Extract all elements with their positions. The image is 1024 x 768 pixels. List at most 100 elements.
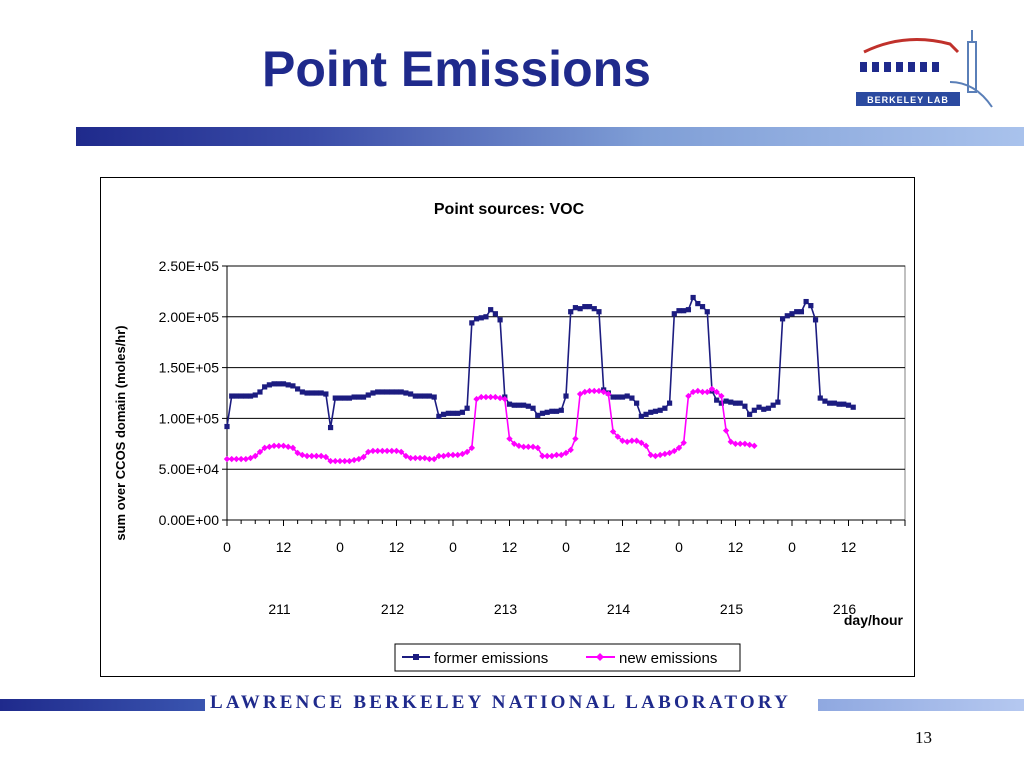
data-point (436, 413, 442, 419)
x-tick-label: 12 (728, 539, 744, 555)
data-point (713, 388, 720, 396)
data-point (379, 389, 385, 395)
data-point (261, 444, 268, 452)
line-chart: Point sources: VOC sum over CCOS domain … (113, 201, 906, 672)
chart-frame: Point sources: VOC sum over CCOS domain … (100, 177, 915, 677)
data-point (488, 307, 494, 313)
data-point (671, 447, 678, 455)
data-point (549, 408, 555, 414)
y-tick-label: 1.50E+05 (159, 360, 220, 376)
data-point (728, 399, 734, 405)
day-label: 211 (268, 601, 291, 617)
data-point (403, 390, 409, 396)
chart-title: Point sources: VOC (434, 201, 585, 218)
x-tick-label: 12 (841, 539, 857, 555)
data-point (327, 457, 334, 465)
data-point (388, 447, 395, 455)
data-point (299, 389, 305, 395)
data-point (789, 311, 795, 317)
data-point (732, 400, 739, 406)
data-point (506, 435, 513, 442)
y-tick-label: 1.00E+05 (159, 410, 220, 426)
data-point (850, 404, 856, 410)
data-point (383, 447, 391, 455)
data-point (708, 385, 716, 393)
series-layer (223, 294, 856, 465)
data-point (355, 455, 363, 463)
data-point (459, 409, 466, 415)
day-label: 215 (720, 601, 744, 617)
data-point (535, 412, 541, 418)
data-point (656, 451, 664, 459)
data-point (685, 307, 692, 313)
data-point (591, 306, 597, 312)
data-point (845, 402, 852, 408)
data-point (784, 313, 790, 319)
data-point (365, 392, 371, 398)
data-point (695, 300, 701, 307)
data-point (398, 448, 405, 456)
data-point (351, 394, 357, 400)
data-point (751, 442, 758, 450)
data-point (417, 393, 423, 399)
data-point (426, 455, 433, 463)
data-point (332, 457, 339, 465)
data-point (369, 447, 377, 455)
data-point (350, 456, 358, 464)
legend-new-label: new emissions (619, 650, 717, 667)
data-point (229, 393, 235, 399)
day-label: 212 (381, 601, 405, 617)
data-point (530, 405, 536, 411)
data-point (337, 395, 343, 401)
data-point (727, 438, 734, 445)
data-point (534, 444, 541, 452)
data-point (634, 400, 640, 406)
data-point (304, 390, 310, 396)
data-point (463, 448, 471, 456)
data-point (459, 450, 466, 458)
berkeley-lab-logo: BERKELEY LAB (856, 30, 993, 108)
data-point (596, 309, 602, 315)
data-point (238, 393, 244, 399)
data-point (586, 304, 593, 310)
data-point (822, 398, 828, 404)
data-point (323, 391, 329, 397)
data-point (794, 309, 800, 315)
data-point (577, 306, 583, 312)
data-point (610, 394, 616, 400)
legend: former emissions new emissions (394, 643, 741, 672)
data-point (497, 317, 503, 323)
data-point (520, 443, 527, 451)
data-point (582, 304, 588, 310)
data-point (233, 455, 240, 463)
data-point (638, 413, 644, 419)
data-point (478, 315, 484, 321)
data-point (516, 402, 522, 408)
day-label: 216 (833, 601, 857, 617)
data-point (299, 451, 306, 459)
y-tick-label: 0.00E+00 (159, 512, 220, 528)
data-point (257, 389, 263, 395)
data-point (393, 447, 400, 455)
data-point (336, 457, 344, 465)
data-point (704, 388, 711, 396)
data-point (751, 407, 757, 413)
data-point (309, 390, 315, 396)
data-point (761, 406, 767, 412)
data-point (435, 452, 443, 460)
data-point (430, 455, 438, 463)
data-point (468, 444, 476, 452)
x-tick-label: 12 (615, 539, 631, 555)
data-point (699, 304, 706, 310)
data-point (666, 449, 673, 457)
data-point (375, 389, 381, 395)
data-point (317, 452, 325, 460)
data-point (426, 393, 433, 399)
data-point (831, 400, 837, 406)
data-point (742, 403, 748, 409)
data-point (614, 433, 621, 440)
header-divider-bar (76, 127, 1024, 146)
data-point (469, 320, 475, 326)
data-point (445, 451, 452, 459)
data-point (591, 387, 598, 395)
